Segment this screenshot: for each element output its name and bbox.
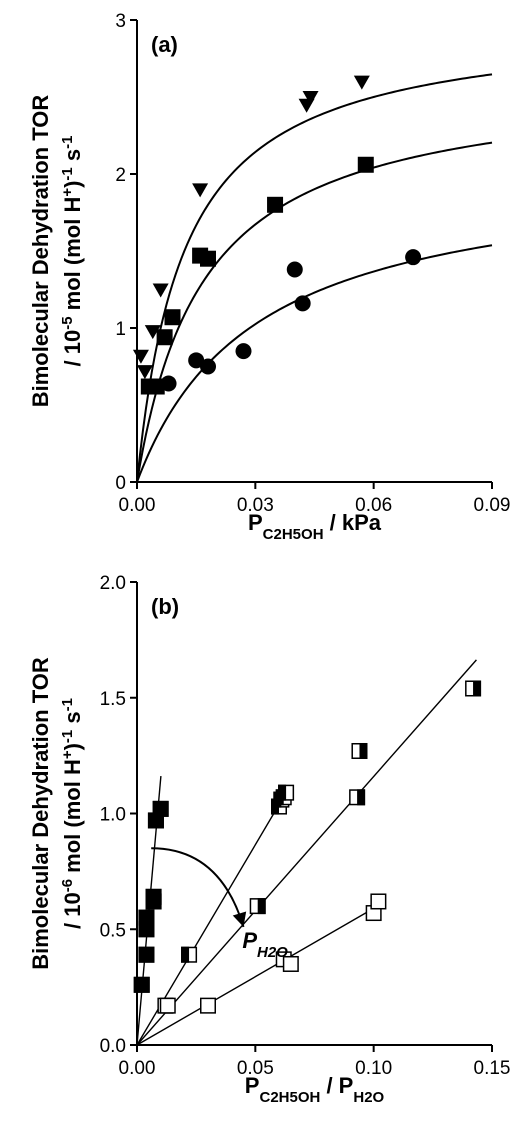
marker-fill <box>278 784 287 801</box>
x-tick-label: 0.09 <box>474 495 511 516</box>
data-point <box>160 375 177 392</box>
panel-label: (b) <box>151 594 179 619</box>
panel-b: 0.0 0.5 1.0 1.5 2.0 0.00 0.05 0.10 0.15 (b) Bimole… <box>28 573 510 1106</box>
y-axis-label-line1: Bimolecular Dehydration TOR <box>28 657 53 970</box>
y-tick-label: 1.5 <box>100 689 126 710</box>
x-tick-label: 0.15 <box>474 1058 511 1079</box>
fit-curve <box>136 141 493 483</box>
data-point <box>164 309 181 326</box>
marker-fill <box>138 946 155 963</box>
y-tick-label: 2.0 <box>100 573 126 594</box>
x-tick-label: 0.06 <box>355 495 392 516</box>
data-point <box>353 75 370 90</box>
x-tick-label: 0.05 <box>237 1058 274 1079</box>
annotation-label: PH2O <box>242 928 288 961</box>
data-point <box>152 283 169 298</box>
data-point <box>200 250 216 267</box>
data-point <box>200 358 216 375</box>
y-tick-label: 0.0 <box>100 1036 126 1057</box>
fit-curve <box>136 244 493 483</box>
marker-fill <box>473 680 482 697</box>
data-point <box>132 349 149 364</box>
series-circle <box>136 244 493 483</box>
data-point <box>136 365 153 380</box>
data-point <box>357 156 374 173</box>
marker-fill <box>152 800 169 817</box>
data-point <box>351 742 368 759</box>
marker-frame <box>159 997 176 1014</box>
fit-line <box>136 659 477 1046</box>
data-point <box>465 680 482 697</box>
y-axis-label-line2: / 10-6 mol (mol H+)-1 s-1 <box>59 698 86 929</box>
y-tick-label: 0.5 <box>100 920 126 941</box>
series-square <box>136 141 493 483</box>
marker-frame <box>200 997 216 1014</box>
y-tick-label: 3 <box>115 11 126 32</box>
series-triangle-down <box>132 73 493 483</box>
data-point <box>249 898 266 915</box>
data-point <box>152 800 169 817</box>
data-point <box>405 249 422 266</box>
annotation-arrow <box>151 847 245 928</box>
data-point <box>278 784 295 801</box>
marker-frame <box>282 955 299 972</box>
y-tick-label: 1 <box>115 319 126 340</box>
marker-fill <box>138 909 155 926</box>
y-tick-label: 0 <box>115 473 126 494</box>
x-tick-label: 0.10 <box>355 1058 392 1079</box>
fit-curve <box>136 73 493 483</box>
data-point <box>138 909 155 926</box>
marker-fill <box>357 789 366 806</box>
data-point <box>294 295 311 312</box>
data-point <box>302 91 319 105</box>
data-point <box>235 343 252 360</box>
x-tick-label: 0.03 <box>237 495 274 516</box>
data-point <box>144 325 161 340</box>
series-square-quarter <box>136 659 482 1046</box>
marker-frame <box>370 893 387 910</box>
series-square-open <box>136 893 387 1046</box>
data-point <box>145 888 162 905</box>
y-tick-label: 1.0 <box>100 805 126 826</box>
marker-fill <box>133 976 150 993</box>
x-tick-label: 0.00 <box>119 495 156 516</box>
data-point <box>282 955 299 972</box>
y-axis-label-line1: Bimolecular Dehydration TOR <box>28 95 53 408</box>
panel-label: (a) <box>151 32 178 57</box>
y-axis-label-line2: / 10-5 mol (mol H+)-1 s-1 <box>59 136 86 367</box>
data-point <box>159 997 176 1014</box>
data-point <box>286 261 303 278</box>
data-point <box>349 789 366 806</box>
arrowhead-icon <box>232 911 247 927</box>
x-tick-label: 0.00 <box>119 1058 156 1079</box>
y-tick-label: 2 <box>115 165 126 186</box>
marker-fill <box>359 742 368 759</box>
series-square-filled <box>133 776 169 1046</box>
data-point <box>267 196 284 213</box>
fit-line <box>136 903 382 1046</box>
data-point <box>133 976 150 993</box>
data-point <box>156 329 173 346</box>
data-point <box>181 946 198 963</box>
data-point <box>188 352 205 369</box>
x-axis-label: PC2H5OH / kPa <box>248 510 382 543</box>
data-point <box>200 997 216 1014</box>
data-point <box>192 183 209 198</box>
marker-fill <box>257 898 266 915</box>
marker-fill <box>145 888 162 905</box>
marker-fill <box>181 946 190 963</box>
x-axis-label: PC2H5OH / PH2O <box>245 1073 385 1106</box>
data-point <box>370 893 387 910</box>
data-point <box>138 946 155 963</box>
panel-a: 0 1 2 3 0.00 0.03 0.06 0.09 (a) Bimolecular Dehyd… <box>28 11 510 543</box>
